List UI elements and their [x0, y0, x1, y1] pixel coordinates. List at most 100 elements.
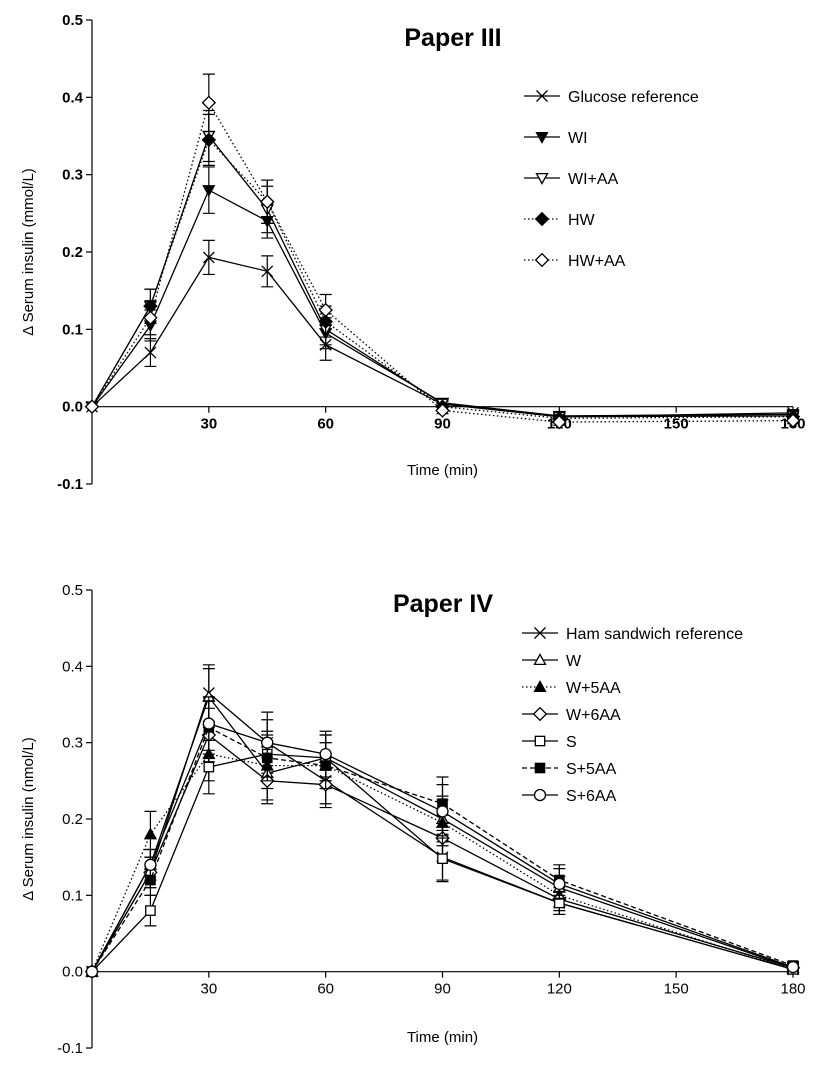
x-tick-label: 60 [317, 416, 334, 433]
y-tick-label: 0.0 [62, 964, 83, 981]
series-line [91, 138, 794, 419]
data-point [201, 132, 217, 148]
legend-marker [534, 762, 546, 774]
y-tick-label: 0.3 [62, 735, 83, 752]
legend-marker [534, 627, 546, 639]
legend-marker [532, 706, 548, 722]
legend-label: W+6AA [566, 707, 621, 724]
data-point [144, 858, 157, 871]
data-point [85, 965, 99, 978]
data-point [319, 747, 332, 761]
legend-label: S [566, 734, 577, 751]
data-point [260, 194, 275, 209]
legend-item: S+6AA [522, 788, 617, 805]
chart-paper-iii: -0.10.00.10.20.30.40.5306090120150180Tim… [20, 12, 806, 493]
legend-item: Glucose reference [524, 89, 699, 106]
chart-title: Paper III [404, 24, 501, 52]
legend-label: WI+AA [568, 171, 619, 188]
legend-marker [533, 653, 547, 666]
legend-label: WI [568, 130, 588, 147]
x-axis-title: Time (min) [407, 1029, 478, 1046]
legend-marker [534, 252, 550, 268]
legend-item: HW+AA [524, 252, 626, 270]
data-point [261, 265, 274, 278]
y-tick-label: 0.2 [62, 811, 83, 828]
x-tick-label: 60 [317, 981, 334, 998]
legend-item: W [522, 653, 582, 670]
x-tick-label: 150 [664, 981, 689, 998]
y-tick-label: 0.2 [62, 244, 83, 261]
data-point [203, 761, 215, 773]
legend-marker [536, 90, 548, 102]
y-axis-title: Δ Serum insulin (nmol/L) [20, 737, 37, 900]
legend-marker [533, 788, 547, 802]
legend-label: HW [568, 212, 596, 229]
x-tick-label: 120 [547, 981, 572, 998]
data-point [202, 251, 215, 264]
y-tick-label: -0.1 [57, 1040, 83, 1057]
data-point [202, 717, 215, 730]
legend-item: WI+AA [524, 171, 619, 188]
series-line [91, 722, 794, 973]
y-tick-label: 0.1 [62, 321, 83, 338]
legend-item: S [522, 734, 577, 751]
y-tick-label: 0.1 [62, 887, 83, 904]
legend-marker [534, 211, 550, 227]
x-tick-label: 30 [200, 416, 217, 433]
chart-paper-iv: -0.1 0.0 0.1 0.2 0.3 0.4 0.5 30 60 90 120 150 180 Tim… [20, 582, 806, 1057]
data-point [437, 853, 448, 865]
legend-marker [533, 680, 547, 693]
data-point [436, 805, 449, 818]
y-tick-label: 0.0 [62, 399, 83, 416]
data-point [435, 403, 450, 418]
series-hw-aa [84, 73, 801, 430]
legend-label: Ham sandwich reference [566, 626, 743, 643]
y-tick-label: 0.5 [62, 582, 83, 599]
series-line [91, 753, 794, 972]
legend-item: S+5AA [522, 761, 617, 778]
series-line [91, 733, 794, 973]
legend-item: WI [524, 130, 588, 147]
legend-label: HW+AA [568, 253, 626, 270]
data-point [143, 827, 158, 840]
y-tick-label: 0.3 [62, 167, 83, 184]
series-glucose-reference [86, 239, 799, 423]
data-point [143, 310, 158, 325]
legend-item: W+5AA [522, 680, 621, 697]
data-point [201, 95, 217, 110]
legend-label: S+6AA [566, 788, 617, 805]
data-point [202, 185, 216, 197]
data-point [145, 905, 156, 916]
data-point [261, 736, 274, 749]
series-line [91, 101, 794, 423]
series-line [91, 189, 794, 417]
data-point [785, 413, 801, 428]
legend-marker [534, 735, 546, 747]
legend-marker [535, 172, 549, 185]
legend-item: HW [524, 211, 596, 229]
y-tick-label: -0.1 [57, 476, 83, 493]
chart-title: Paper IV [393, 590, 493, 618]
x-tick-label: 30 [200, 981, 217, 998]
y-axis-title: Δ Serum insulin (mmol/L) [20, 168, 37, 336]
data-point [144, 346, 157, 359]
legend-marker [535, 131, 549, 144]
y-tick-label: 0.4 [62, 658, 83, 675]
legend-item: W+6AA [522, 706, 621, 724]
legend-item: Ham sandwich reference [522, 626, 743, 643]
x-tick-label: 180 [780, 981, 805, 998]
x-tick-label: 90 [434, 416, 451, 433]
series-s-6aa [85, 696, 800, 978]
data-point [552, 414, 567, 430]
x-tick-label: 90 [434, 981, 451, 998]
data-point [553, 877, 566, 891]
y-tick-label: 0.4 [62, 89, 84, 106]
x-axis-title: Time (min) [407, 462, 478, 479]
series-wi [85, 166, 800, 423]
series-line [91, 256, 794, 418]
legend-label: W+5AA [566, 680, 621, 697]
series-line [91, 753, 794, 973]
legend-label: Glucose reference [568, 89, 699, 106]
data-point [84, 399, 100, 414]
